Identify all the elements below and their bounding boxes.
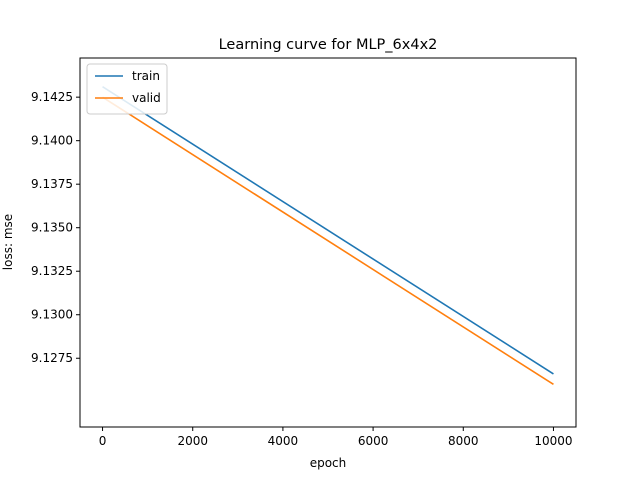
x-axis-label: epoch — [310, 456, 347, 470]
series-line-train — [102, 86, 554, 375]
x-tick-label: 10000 — [534, 434, 572, 448]
series-layer — [102, 86, 554, 386]
y-tick-label: 9.1400 — [31, 134, 73, 148]
x-tick-label: 0 — [99, 434, 107, 448]
chart-legend: train valid — [86, 63, 168, 115]
legend-label-train: train — [132, 69, 160, 83]
series-line-valid — [102, 96, 554, 386]
x-tick-label: 6000 — [358, 434, 389, 448]
y-tick-label: 9.1275 — [31, 351, 73, 365]
y-tick-label: 9.1425 — [31, 90, 73, 104]
y-tick-label: 9.1375 — [31, 177, 73, 191]
x-tick-label: 2000 — [177, 434, 208, 448]
x-axis-ticks: 0 2000 4000 6000 8000 10000 — [99, 427, 573, 448]
legend-label-valid: valid — [132, 91, 161, 105]
x-tick-label: 8000 — [448, 434, 479, 448]
y-tick-label: 9.1350 — [31, 221, 73, 235]
chart-title: Learning curve for MLP_6x4x2 — [219, 37, 438, 53]
y-axis-ticks: 9.1275 9.1300 9.1325 9.1350 9.1375 9.1400 9.14… — [31, 90, 80, 365]
y-tick-label: 9.1325 — [31, 264, 73, 278]
x-tick-label: 4000 — [268, 434, 299, 448]
y-tick-label: 9.1300 — [31, 308, 73, 322]
y-axis-label: loss: mse — [1, 214, 15, 270]
plot-area-frame — [79, 57, 577, 428]
